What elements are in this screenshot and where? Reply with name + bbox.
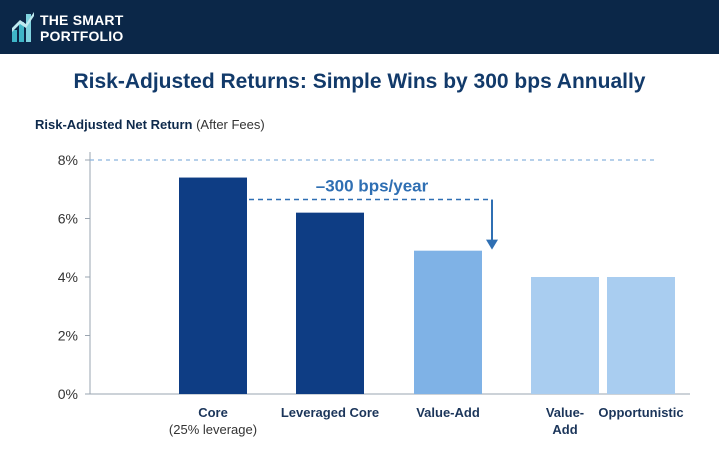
header-bar: THE SMART PORTFOLIO (0, 0, 719, 54)
x-tick-sublabel: (25% leverage) (168, 422, 258, 437)
annotation-label: –300 bps/year (316, 177, 429, 196)
y-axis-label: Risk-Adjusted Net Return (35, 117, 193, 132)
y-axis-note: (After Fees) (196, 117, 265, 132)
x-tick-label: Opportunistic (586, 404, 696, 421)
bar (531, 277, 599, 394)
x-tick-label-text: Value-Add (416, 405, 480, 420)
y-axis-title: Risk-Adjusted Net Return (After Fees) (35, 117, 265, 132)
y-tick-label: 6% (58, 211, 78, 227)
brand-line-1: THE SMART (40, 12, 124, 28)
x-tick-label-text: Leveraged Core (280, 405, 380, 420)
y-tick-label: 2% (58, 328, 78, 344)
x-tick-label-text: Core (198, 405, 228, 420)
bar (179, 177, 247, 394)
y-tick-label: 4% (58, 269, 78, 285)
bar-chart-logo-icon (12, 12, 34, 42)
x-tick-label: Value-Add (393, 404, 503, 421)
brand-name: THE SMART PORTFOLIO (40, 12, 123, 44)
bar (607, 277, 675, 394)
chart-title: Risk-Adjusted Returns: Simple Wins by 30… (73, 70, 646, 93)
brand-line-2: PORTFOLIO (40, 28, 124, 44)
annotation-arrow-head (486, 239, 498, 250)
x-tick-label: Leveraged Core (275, 404, 385, 421)
y-tick-label: 8% (58, 152, 78, 168)
bar (414, 250, 482, 394)
x-tick-label-text: Opportunistic (598, 405, 684, 420)
y-tick-label: 0% (58, 386, 78, 402)
x-tick-label: Value- Add (510, 404, 620, 438)
x-tick-label: Core (25% leverage) (158, 404, 268, 438)
x-tick-label-text: Value- Add (545, 405, 585, 437)
bar (296, 212, 364, 394)
